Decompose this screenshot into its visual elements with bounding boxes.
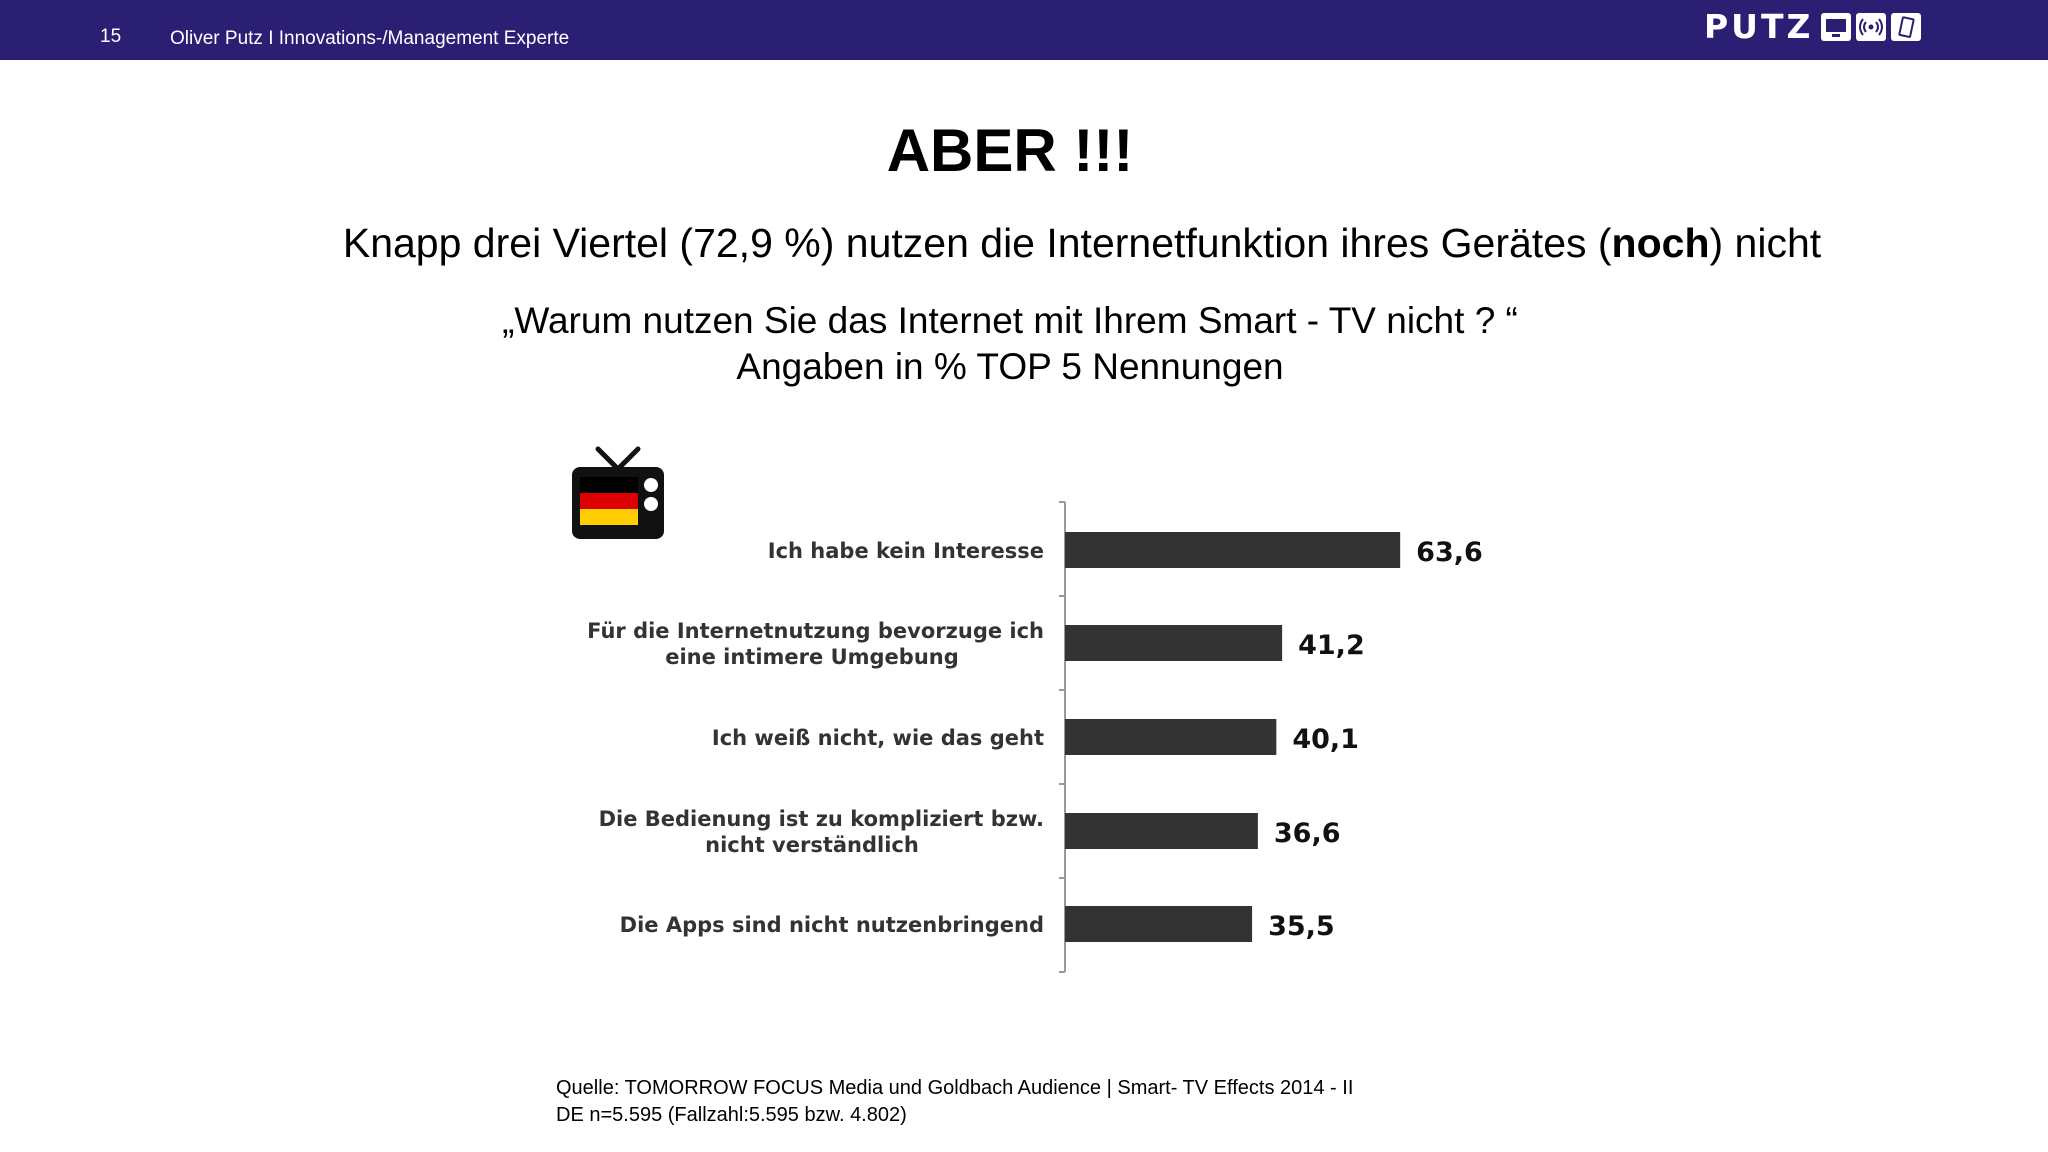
bar: [1065, 719, 1277, 755]
author-line: Oliver Putz I Innovations-/Management Ex…: [170, 28, 570, 49]
question-text: „Warum nutzen Sie das Internet mit Ihrem…: [502, 300, 1518, 341]
category-label: Für die Internetnutzung bevorzuge ich: [587, 619, 1044, 643]
bar: [1065, 813, 1258, 849]
slide-title: ABER !!!: [886, 117, 1134, 184]
value-label: 41,2: [1298, 630, 1365, 661]
question-note: Angaben in % TOP 5 Nennungen: [736, 346, 1284, 387]
subtitle-bold-word: noch: [1611, 220, 1710, 266]
screen-icon: [1821, 13, 1852, 41]
category-label: eine intimere Umgebung: [665, 645, 959, 669]
category-label: nicht verständlich: [705, 833, 919, 857]
tablet-icon: [1891, 13, 1922, 41]
value-label: 35,5: [1268, 911, 1335, 942]
bar: [1065, 532, 1401, 568]
category-label: Die Bedienung ist zu kompliziert bzw.: [599, 807, 1044, 831]
slide-subtitle: Knapp drei Viertel (72,9 %) nutzen die I…: [0, 220, 2048, 267]
bar: [1065, 906, 1253, 942]
value-label: 36,6: [1274, 818, 1341, 849]
bar-chart: 63,6 Ich habe kein Interesse 41,2 Für die I…: [587, 501, 1483, 973]
subtitle-text-start: Knapp drei Viertel (72,9 %) nutzen die I…: [342, 220, 1612, 266]
category-label: Ich weiß nicht, wie das geht: [712, 726, 1044, 750]
source-note: Quelle: TOMORROW FOCUS Media und Goldbac…: [556, 1075, 1353, 1129]
category-label: Die Apps sind nicht nutzenbringend: [620, 913, 1044, 937]
value-label: 63,6: [1416, 537, 1483, 568]
header-bar: 15 Oliver Putz I Innovations-/Management…: [0, 0, 2048, 60]
putz-logo: PUTZ: [1704, 7, 1922, 46]
logo-icons: [1821, 13, 1922, 41]
germany-flag-tv-icon: [572, 446, 664, 539]
broadcast-icon: [1856, 13, 1887, 41]
bar: [1065, 625, 1283, 661]
logo-text: PUTZ: [1704, 7, 1814, 46]
category-label: Ich habe kein Interesse: [768, 539, 1044, 563]
value-label: 40,1: [1292, 724, 1359, 755]
survey-question: „Warum nutzen Sie das Internet mit Ihrem…: [0, 298, 2020, 390]
page-number: 15: [100, 26, 122, 47]
sample-size-line: DE n=5.595 (Fallzahl:5.595 bzw. 4.802): [556, 1104, 907, 1126]
source-line: Quelle: TOMORROW FOCUS Media und Goldbac…: [556, 1077, 1354, 1099]
subtitle-text-end: ) nicht: [1709, 220, 1822, 266]
